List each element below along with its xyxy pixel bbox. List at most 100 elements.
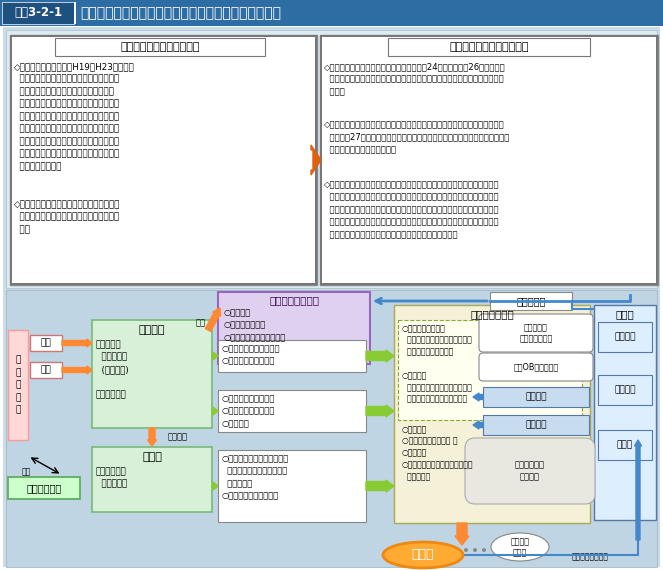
- Bar: [8, 330, 28, 440]
- Bar: [483, 387, 589, 407]
- Text: ○広報誌や商工団体への協力
  依頼による企業からの仕事
  の発注促進
○官公需の発注促進など: ○広報誌や商工団体への協力 依頼による企業からの仕事 の発注促進 ○官公需の発注…: [222, 454, 289, 500]
- Text: ○コンサルタント派遣
○企業との交流の促進
○人材育成: ○コンサルタント派遣 ○企業との交流の促進 ○人材育成: [222, 394, 276, 428]
- Text: 企業OBの送り出し: 企業OBの送り出し: [513, 363, 558, 372]
- Bar: [55, 38, 265, 56]
- Text: 経済団体: 経済団体: [614, 332, 636, 341]
- Bar: [598, 375, 652, 405]
- FancyArrow shape: [206, 308, 221, 331]
- FancyBboxPatch shape: [479, 353, 593, 381]
- Text: 補助: 補助: [40, 339, 51, 348]
- Bar: [10, 35, 12, 285]
- Text: 発注促進: 発注促進: [525, 393, 547, 401]
- Text: ○経営力育成・強化
  （工賃向上計画の策定及び管理
  者の意識向上を図る）

○技術向上
  （専門家による技術指導や経営
  指導のアドバイス等を行う）: ○経営力育成・強化 （工賃向上計画の策定及び管理 者の意識向上を図る） ○技術向…: [402, 324, 472, 404]
- Bar: [30, 335, 62, 351]
- Bar: [656, 35, 658, 285]
- Bar: [398, 320, 582, 420]
- Bar: [315, 35, 317, 285]
- Text: 工賃水準
の向上: 工賃水準 の向上: [511, 537, 530, 557]
- Text: 設置: 設置: [196, 318, 206, 327]
- Text: ◇工賃倍増５か年計画（H19～H23）では、
  都道府県レベルでの計画作成・関係機関や
  商工団体等の関係者との連携体制の確立
  等に力点を置き、工賃向上: ◇工賃倍増５か年計画（H19～H23）では、 都道府県レベルでの計画作成・関係機…: [14, 62, 135, 171]
- Text: 「工賃倍増５か年計画」と「工賃向上計画」について: 「工賃倍増５か年計画」と「工賃向上計画」について: [80, 6, 281, 20]
- FancyArrow shape: [455, 523, 469, 545]
- Bar: [320, 35, 322, 285]
- Text: ・都道府県
  計画の作成
  (目標設定)

・事業所支援: ・都道府県 計画の作成 (目標設定) ・事業所支援: [96, 340, 129, 399]
- FancyArrow shape: [212, 482, 218, 490]
- Bar: [10, 35, 317, 37]
- Text: 一般就労移行促進: 一般就労移行促進: [572, 552, 609, 561]
- FancyArrow shape: [311, 145, 321, 175]
- Bar: [0, 0, 663, 26]
- Bar: [598, 430, 652, 460]
- Bar: [594, 305, 656, 520]
- FancyArrow shape: [473, 393, 483, 401]
- Text: 図表3-2-1: 図表3-2-1: [14, 6, 62, 19]
- Bar: [218, 390, 366, 432]
- FancyArrow shape: [473, 421, 483, 429]
- FancyArrow shape: [366, 350, 394, 362]
- Bar: [490, 292, 572, 310]
- Text: 民間企業の
ノウハウを活用: 民間企業の ノウハウを活用: [519, 323, 553, 343]
- Bar: [74, 2, 76, 24]
- Bar: [218, 450, 366, 522]
- FancyBboxPatch shape: [479, 314, 593, 352]
- Text: 工賃向上計画による取組み: 工賃向上計画による取組み: [450, 42, 529, 52]
- FancyArrow shape: [62, 339, 92, 347]
- Bar: [10, 35, 317, 285]
- Bar: [92, 320, 212, 428]
- Text: 都道府県: 都道府県: [139, 325, 165, 335]
- Text: ○計画作成
○経営改善、商品開発 等
○市場開拓
○複数の事業所の協働した受注、
  品質管理等: ○計画作成 ○経営改善、商品開発 等 ○市場開拓 ○複数の事業所の協働した受注、…: [402, 425, 473, 481]
- Circle shape: [464, 548, 468, 552]
- Text: 企業と福祉の
交流の場: 企業と福祉の 交流の場: [515, 461, 545, 482]
- Bar: [320, 35, 658, 285]
- Text: 仕事の発注: 仕事の発注: [516, 296, 546, 306]
- Text: 就労支援事業所: 就労支援事業所: [470, 309, 514, 319]
- FancyArrow shape: [366, 405, 394, 417]
- Text: 購入促進: 購入促進: [525, 421, 547, 430]
- Bar: [598, 322, 652, 352]
- Text: 企　業: 企 業: [617, 441, 633, 450]
- Circle shape: [473, 548, 477, 552]
- FancyArrow shape: [147, 428, 156, 446]
- Text: 産業団体: 産業団体: [614, 385, 636, 394]
- Bar: [92, 447, 212, 512]
- Text: ◇全ての都道府県及び事業所において、平成24年度から平成26年度までの
  ３か年を対象とした「工賃向上計画」を策定し、工賃向上に向けた取組みを
  実施。: ◇全ての都道府県及び事業所において、平成24年度から平成26年度までの ３か年を…: [324, 62, 506, 96]
- Text: 指針: 指針: [40, 365, 51, 374]
- Bar: [394, 305, 590, 523]
- Text: 協力依頼: 協力依頼: [168, 432, 188, 441]
- Text: ○窓口業務
○あっせん・仲介
○品質管理・技術的支援等: ○窓口業務 ○あっせん・仲介 ○品質管理・技術的支援等: [224, 308, 286, 342]
- Text: ◇工賃向上に向けた取組みに当たっては、作業の質を高め、発注元企業の信
  頼の獲得により安定的な作業の確保、ひいては安定的・継続的な運営に資
  するような取組: ◇工賃向上に向けた取組みに当たっては、作業の質を高め、発注元企業の信 頼の獲得に…: [324, 180, 500, 239]
- Bar: [320, 35, 658, 37]
- Text: ◇市町村レベル・地域レベルでの関係者の理
  解や協力関係の確立なども十分とは言えな
  い。: ◇市町村レベル・地域レベルでの関係者の理 解や協力関係の確立なども十分とは言えな…: [14, 200, 121, 234]
- Text: ○仕事のあっせん・仲介
○仕事内容の情報提供: ○仕事のあっせん・仲介 ○仕事内容の情報提供: [222, 344, 280, 365]
- Bar: [320, 283, 658, 285]
- Text: 産業界: 産業界: [616, 309, 634, 319]
- Text: ・工賃向上に
  向けた支援: ・工賃向上に 向けた支援: [96, 467, 127, 488]
- Bar: [6, 30, 657, 288]
- Text: 厚
生
労
働
省: 厚 生 労 働 省: [15, 356, 21, 414]
- Bar: [483, 415, 589, 435]
- FancyArrow shape: [62, 366, 92, 374]
- Text: 市町村: 市町村: [142, 452, 162, 462]
- FancyArrow shape: [212, 407, 218, 415]
- Bar: [388, 38, 590, 56]
- Text: 共同受注窓口組織: 共同受注窓口組織: [269, 295, 319, 305]
- Circle shape: [482, 548, 486, 552]
- Bar: [10, 283, 317, 285]
- Bar: [8, 477, 80, 499]
- Bar: [6, 290, 657, 567]
- Text: ハローワーク: ハローワーク: [27, 483, 62, 493]
- Bar: [218, 292, 370, 364]
- Text: ◇工賃向上に当たっては、計画に基づいた継続的な取組みが重要であることか
  ら、平成27年度以降についても、「工賃向上計画」を策定し、引き続き工賃
  向上に向: ◇工賃向上に当たっては、計画に基づいた継続的な取組みが重要であることか ら、平成…: [324, 120, 509, 154]
- Bar: [218, 340, 366, 372]
- Ellipse shape: [383, 542, 463, 568]
- Ellipse shape: [491, 533, 549, 561]
- Text: 連携: 連携: [22, 467, 31, 476]
- FancyArrow shape: [366, 480, 394, 492]
- FancyArrow shape: [634, 440, 642, 540]
- FancyArrow shape: [212, 352, 218, 360]
- Bar: [30, 362, 62, 378]
- FancyBboxPatch shape: [465, 438, 595, 504]
- Text: 利用者: 利用者: [412, 548, 434, 561]
- Bar: [2, 2, 74, 24]
- Text: 工賃倍増５か年計画の課題: 工賃倍増５か年計画の課題: [120, 42, 200, 52]
